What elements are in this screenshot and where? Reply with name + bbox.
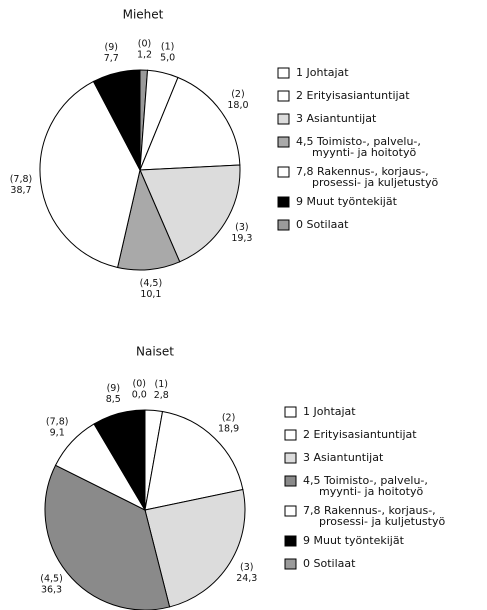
- legend-label: 2 Erityisasiantuntijat: [303, 428, 417, 441]
- pie-slice: [144, 410, 244, 511]
- legend-label: myynti- ja hoitotyö: [319, 485, 423, 498]
- legend-swatch: [277, 113, 290, 125]
- slice-value-label: 0,0: [132, 390, 147, 401]
- legend-label: 9 Muut työntekijät: [303, 534, 405, 547]
- legend-swatch: [277, 219, 290, 231]
- legend-label: 4,5 Toimisto-, palvelu-,: [296, 135, 421, 148]
- slice-category: (4,5): [140, 278, 163, 289]
- slice-value-label: 10,1: [140, 289, 161, 300]
- legend-label: myynti- ja hoitotyö: [312, 146, 416, 159]
- slice-value-label: 24,3: [236, 573, 257, 584]
- legend-label: 0 Sotilaat: [303, 557, 356, 570]
- slice-category: (7,8): [10, 174, 33, 185]
- legend-label: 3 Asiantuntijat: [296, 112, 377, 125]
- slice-category: (2): [222, 412, 235, 423]
- chart-title: Naiset: [136, 345, 174, 359]
- legend-label: prosessi- ja kuljetustyö: [319, 515, 445, 528]
- slice-value-label: 5,0: [160, 53, 175, 64]
- slice-category: (3): [235, 222, 248, 233]
- pie-slice: [39, 80, 141, 269]
- legend-label: 7,8 Rakennus-, korjaus-,: [296, 165, 429, 178]
- slice-category: (7,8): [46, 417, 69, 428]
- slice-value-label: 7,7: [104, 53, 119, 64]
- legend-swatch: [277, 136, 290, 148]
- pie-slice: [139, 76, 241, 171]
- slice-category: (1): [155, 379, 168, 390]
- legend-label: 1 Johtajat: [296, 66, 349, 79]
- slice-category: (9): [105, 42, 118, 53]
- legend-label: 4,5 Toimisto-, palvelu-,: [303, 474, 428, 487]
- legend-swatch: [284, 475, 297, 487]
- slice-value-label: 9,1: [50, 428, 65, 439]
- legend-swatch: [284, 452, 297, 464]
- pie-slice: [144, 488, 246, 608]
- legend-label: 1 Johtajat: [303, 405, 356, 418]
- legend-label: 2 Erityisasiantuntijat: [296, 89, 410, 102]
- slice-value-label: 19,3: [231, 233, 252, 244]
- legend-label: 7,8 Rakennus-, korjaus-,: [303, 504, 436, 517]
- slice-category: (4,5): [40, 574, 63, 585]
- legend-label: 0 Sotilaat: [296, 218, 349, 231]
- legend-swatch: [277, 196, 290, 208]
- slice-value-label: 38,7: [10, 185, 31, 196]
- slice-value-label: 36,3: [41, 585, 62, 596]
- slice-category: (9): [107, 383, 120, 394]
- slice-value-label: 2,8: [154, 390, 169, 401]
- slice-category: (3): [240, 562, 253, 573]
- legend-swatch: [284, 429, 297, 441]
- legend-label: 3 Asiantuntijat: [303, 451, 384, 464]
- pie-slice: [93, 409, 146, 512]
- pie-slice: [139, 164, 241, 263]
- legend-swatch: [277, 166, 290, 178]
- legend-swatch: [277, 67, 290, 79]
- slice-value-label: 18,0: [227, 100, 248, 111]
- slice-value-label: 8,5: [106, 394, 121, 405]
- legend-swatch: [284, 505, 297, 517]
- chart-title: Miehet: [123, 8, 164, 22]
- slice-category: (0): [133, 379, 146, 390]
- slice-category: (2): [231, 89, 244, 100]
- legend-label: 9 Muut työntekijät: [296, 195, 398, 208]
- legend-swatch: [277, 90, 290, 102]
- legend-swatch: [284, 535, 297, 547]
- slice-category: (1): [161, 42, 174, 53]
- legend-swatch: [284, 406, 297, 418]
- slice-category: (0): [138, 39, 151, 50]
- slice-value-label: 1,2: [137, 50, 152, 61]
- pie-slice: [92, 69, 141, 171]
- legend-label: prosessi- ja kuljetustyö: [312, 176, 438, 189]
- slice-value-label: 18,9: [218, 423, 239, 434]
- legend-swatch: [284, 558, 297, 570]
